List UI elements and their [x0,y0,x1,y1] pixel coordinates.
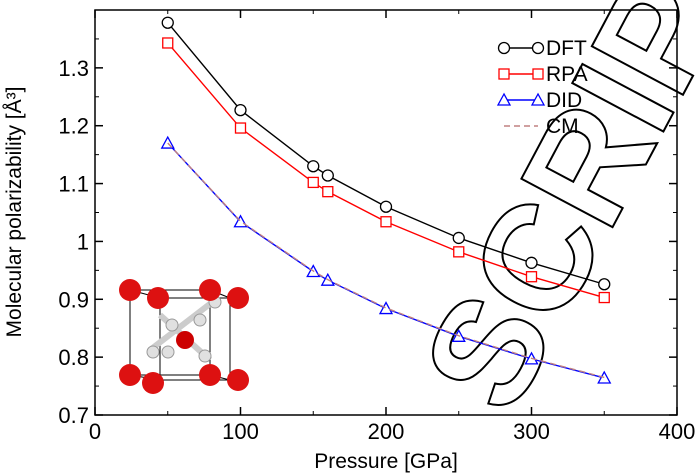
corner-atom [227,369,249,391]
series-dft [161,16,611,291]
data-point [598,278,611,291]
series-layer [160,16,612,384]
data-point [378,301,394,315]
hydrogen-atom [165,318,179,332]
watermark: SCRIPT [389,0,699,436]
data-point [452,231,465,245]
data-point [322,186,334,198]
legend-label: RPA [546,63,588,86]
data-point [307,176,319,189]
data-point [379,200,393,213]
watermark-text: SCRIPT [390,0,699,435]
data-point [307,160,320,173]
data-point [234,103,247,117]
axis-ticks: 0 100 200 300 400 0.7 0.8 0.9 1 1.1 1.2 1.3 [58,10,695,444]
corner-atom [119,364,141,386]
corner-atom [199,364,221,386]
y-axis-title: Molecular polarizability [Å³] [3,87,26,338]
data-point [497,41,511,55]
y-tick-label: 0.9 [58,287,89,312]
data-point [531,41,545,55]
series-line [167,22,605,285]
data-point [321,169,334,182]
legend-item-cm: CM [504,115,579,138]
data-point [525,271,538,283]
legend-item-did: DID [496,89,582,112]
hydrogen-atom [146,345,160,359]
data-point [161,16,174,29]
corner-atom [199,279,221,301]
y-tick-label: 0.7 [58,403,89,428]
legend-label: DID [546,89,582,112]
data-point [530,92,546,106]
corner-atom [227,287,249,309]
hydrogen-atom [161,345,175,359]
legend: DFT RPA DID CM [496,37,588,138]
bond [148,297,217,353]
data-point [162,37,174,49]
data-point [498,68,510,80]
data-point [532,68,544,80]
data-point [525,256,538,269]
x-axis-title: Pressure [GPa] [314,450,458,473]
legend-item-dft: DFT [497,37,587,60]
data-point [598,291,610,304]
corner-atom [142,372,164,394]
inset-molecule [119,279,249,394]
corner-atom [147,287,169,309]
series-line [167,142,605,379]
center-atom [176,331,194,349]
data-point [453,246,465,258]
y-tick-label: 0.8 [58,345,89,370]
series-cm [167,142,605,379]
legend-label: DFT [546,37,587,60]
data-point [496,92,512,106]
x-tick-label: 300 [513,419,550,444]
series-line [167,42,605,299]
x-tick-label: 200 [368,419,405,444]
y-tick-label: 1.2 [58,114,89,139]
x-tick-label: 0 [89,419,101,444]
corner-atom [119,279,141,301]
hydrogen-atom [198,349,212,363]
x-tick-label: 100 [222,419,259,444]
data-point [160,135,175,149]
y-tick-label: 1.3 [58,56,89,81]
x-tick-label: 400 [659,419,696,444]
series-rpa [162,37,610,304]
data-point [234,122,247,134]
y-tick-label: 1 [77,229,89,254]
legend-item-rpa: RPA [498,63,588,86]
legend-label: CM [546,115,579,138]
data-point [597,370,612,384]
data-point [380,216,392,228]
y-tick-label: 1.1 [58,172,89,197]
hydrogen-atom [193,313,207,327]
